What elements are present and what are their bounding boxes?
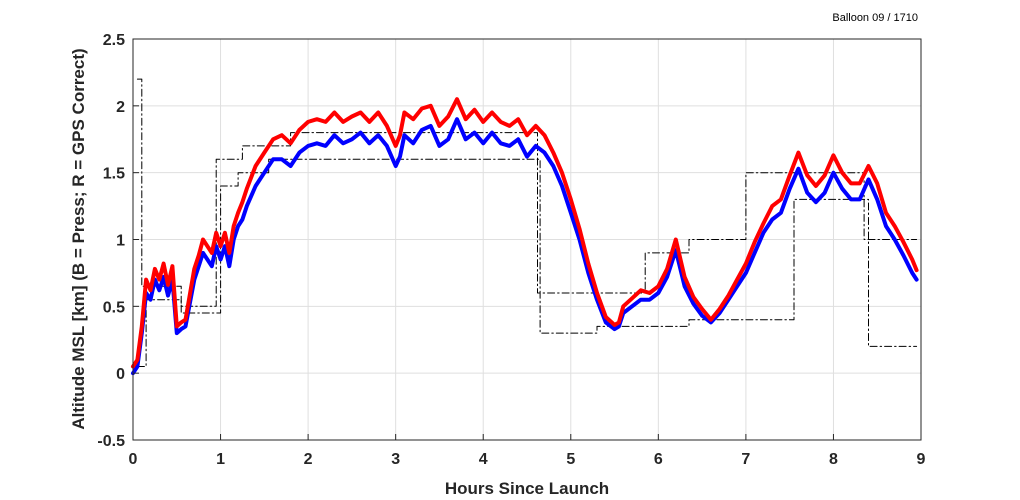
x-tick-label: 3 [391,451,400,468]
x-tick-label: 1 [216,451,225,468]
x-tick-label: 8 [829,451,838,468]
y-tick-label: 2 [116,99,125,116]
series-line-0 [131,117,919,376]
x-axis-title: Hours Since Launch [445,479,609,498]
x-tick-label: 0 [129,451,138,468]
x-tick-label: 9 [917,451,926,468]
x-tick-label: 6 [654,451,663,468]
x-tick-label: 7 [741,451,750,468]
y-tick-label: 0 [116,366,125,383]
y-tick-label: 1.5 [103,166,125,183]
series-line-1 [131,97,919,369]
series-line-2 [136,78,918,307]
y-tick-label: 2.5 [103,32,125,49]
x-tick-label: 5 [566,451,575,468]
series-line-3 [136,158,918,367]
y-tick-label: 0.5 [103,299,125,316]
y-axis-title: Altitude MSL [km] (B = Press; R = GPS Co… [69,48,88,429]
x-tick-label: 2 [304,451,313,468]
x-axis: 0 1 2 3 4 5 6 7 8 9 [129,434,926,468]
y-tick-label: 1 [116,233,125,250]
y-axis: -0.5 0 0.5 1 1.5 2 2.5 [97,32,139,450]
y-tick-label: -0.5 [97,433,125,450]
balloon-annotation: Balloon 09 / 1710 [832,12,918,24]
series-layer [131,78,919,376]
x-tick-label: 4 [479,451,488,468]
